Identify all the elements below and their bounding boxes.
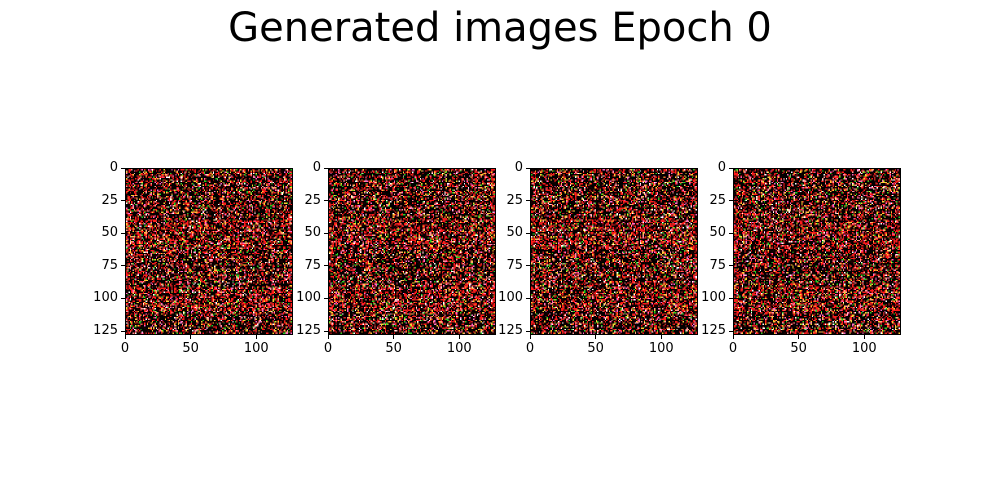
figure-title: Generated images Epoch 0 (228, 5, 772, 51)
y-tick-label: 25 (709, 192, 726, 208)
x-tick-label: 50 (790, 341, 807, 356)
y-tick-mark (526, 330, 530, 332)
generated-image-3 (530, 168, 698, 335)
y-tick-mark (324, 232, 328, 234)
y-tick-mark (729, 297, 733, 299)
y-tick-mark (729, 232, 733, 234)
x-tick-mark (595, 335, 597, 339)
x-tick-mark (458, 335, 460, 339)
x-tick-label: 50 (182, 341, 199, 356)
x-tick-label: 0 (525, 341, 535, 356)
y-tick-mark (324, 200, 328, 202)
y-tick-mark (324, 265, 328, 267)
y-tick-label: 50 (709, 225, 726, 241)
x-tick-label: 100 (446, 341, 472, 356)
y-tick-label: 100 (93, 290, 118, 306)
y-tick-mark (526, 265, 530, 267)
y-tick-label: 100 (701, 290, 726, 306)
y-tick-label: 25 (304, 192, 321, 208)
y-tick-mark (729, 265, 733, 267)
image-panel-1: 0 25 50 75 100 125 0 50 100 (93, 161, 295, 356)
y-tick-label: 75 (506, 257, 523, 273)
generated-image-1 (125, 168, 293, 335)
y-tick-label: 125 (701, 323, 726, 339)
y-tick-label: 25 (101, 192, 118, 208)
y-tick-mark (121, 200, 125, 202)
y-tick-label: 0 (514, 160, 523, 175)
y-tick-label: 125 (93, 323, 118, 339)
x-tick-mark (798, 335, 800, 339)
x-tick-mark (732, 335, 734, 339)
x-tick-mark (124, 335, 126, 339)
y-tick-mark (526, 297, 530, 299)
y-tick-mark (526, 167, 530, 169)
y-tick-label: 100 (498, 290, 523, 306)
y-tick-mark (729, 330, 733, 332)
x-tick-label: 100 (648, 341, 674, 356)
y-tick-mark (729, 200, 733, 202)
y-tick-mark (729, 167, 733, 169)
y-tick-mark (324, 167, 328, 169)
y-tick-label: 75 (709, 257, 726, 273)
generated-image-2 (328, 168, 496, 335)
x-tick-label: 50 (587, 341, 604, 356)
x-tick-mark (190, 335, 192, 339)
x-tick-mark (255, 335, 257, 339)
y-tick-mark (324, 297, 328, 299)
x-tick-label: 0 (323, 341, 333, 356)
x-tick-mark (660, 335, 662, 339)
x-tick-label: 0 (120, 341, 130, 356)
y-tick-mark (121, 297, 125, 299)
image-panel-4: 0 25 50 75 100 125 0 50 100 (701, 161, 903, 356)
y-tick-mark (324, 330, 328, 332)
y-tick-mark (121, 330, 125, 332)
y-tick-label: 0 (109, 160, 118, 175)
image-panel-3: 0 25 50 75 100 125 0 50 100 (498, 161, 700, 356)
y-tick-label: 50 (506, 225, 523, 241)
image-panel-2: 0 25 50 75 100 125 0 50 100 (296, 161, 498, 356)
y-tick-label: 0 (717, 160, 726, 175)
y-tick-mark (526, 232, 530, 234)
y-tick-label: 75 (101, 257, 118, 273)
y-tick-label: 25 (506, 192, 523, 208)
x-tick-label: 0 (728, 341, 738, 356)
y-tick-label: 50 (101, 225, 118, 241)
x-tick-mark (393, 335, 395, 339)
x-tick-mark (863, 335, 865, 339)
y-tick-label: 50 (304, 225, 321, 241)
x-tick-label: 100 (243, 341, 269, 356)
generated-image-4 (733, 168, 901, 335)
y-tick-label: 125 (498, 323, 523, 339)
x-tick-mark (529, 335, 531, 339)
y-tick-mark (526, 200, 530, 202)
y-tick-mark (121, 232, 125, 234)
x-tick-mark (327, 335, 329, 339)
y-tick-mark (121, 167, 125, 169)
y-tick-label: 75 (304, 257, 321, 273)
x-tick-label: 50 (385, 341, 402, 356)
y-tick-mark (121, 265, 125, 267)
y-tick-label: 0 (312, 160, 321, 175)
y-tick-label: 100 (296, 290, 321, 306)
y-tick-label: 125 (296, 323, 321, 339)
x-tick-label: 100 (851, 341, 877, 356)
